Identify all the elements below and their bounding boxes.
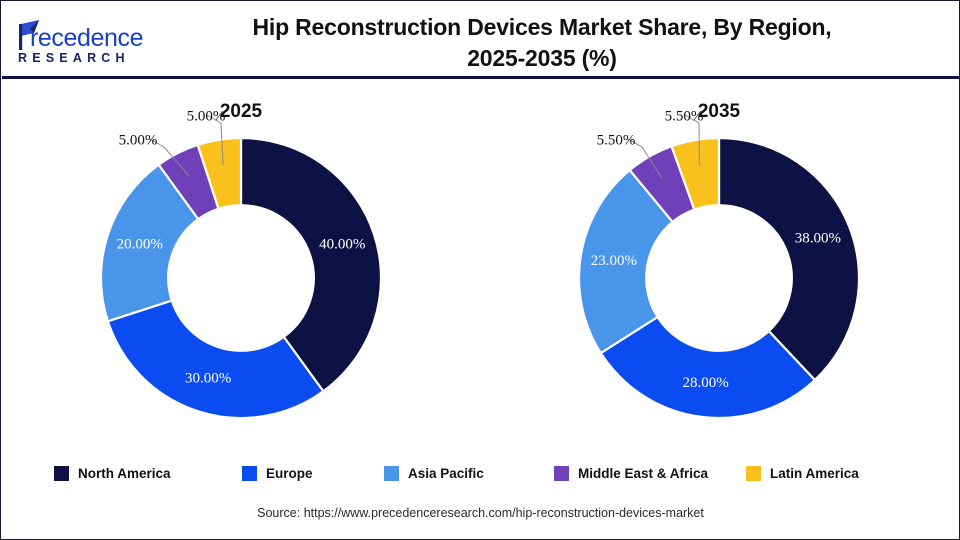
- legend-item[interactable]: Europe: [242, 465, 313, 481]
- donut-slice[interactable]: [239, 136, 383, 393]
- donut-slice[interactable]: [106, 299, 325, 420]
- slice-value-label: 40.00%: [319, 237, 365, 253]
- callout-leader-line: [684, 114, 700, 166]
- header: recedence RESEARCH Hip Reconstruction De…: [2, 2, 959, 79]
- logo-artwork: recedence RESEARCH: [18, 20, 144, 65]
- charts-container: 2025 40.00% 30.00% 20.00% 5.00% 5.00% 2035 3…: [2, 81, 959, 451]
- slice-callout-label: 5.00%: [187, 108, 226, 124]
- donut-slice[interactable]: [99, 163, 200, 323]
- callout-leader-line: [627, 138, 663, 179]
- legend-label: Latin America: [770, 465, 859, 481]
- legend-label: Asia Pacific: [408, 465, 484, 481]
- legend-item[interactable]: Asia Pacific: [384, 465, 484, 481]
- donut-slice[interactable]: [196, 136, 243, 211]
- legend-label: Europe: [266, 465, 313, 481]
- svg-text:RESEARCH: RESEARCH: [18, 51, 130, 65]
- title-line-2: 2025-2035 (%): [467, 45, 617, 71]
- legend-swatch-icon: [242, 465, 257, 481]
- legend-label: Middle East & Africa: [578, 465, 709, 481]
- donut-chart-2035: 2035 38.00% 28.00% 23.00% 5.50% 5.50%: [480, 81, 958, 451]
- source-text: Source: https://www.precedenceresearch.c…: [257, 506, 704, 520]
- donut-slice[interactable]: [599, 315, 817, 420]
- slice-value-label: 28.00%: [683, 375, 729, 391]
- chart-title-2025: 2025: [219, 101, 263, 122]
- legend-item[interactable]: North America: [54, 465, 171, 481]
- donut-slice[interactable]: [577, 168, 675, 355]
- legend-swatch-icon: [554, 465, 569, 481]
- legend-swatch-icon: [54, 465, 69, 481]
- donut-2035-graphic: 38.00% 28.00% 23.00% 5.50% 5.50%: [574, 99, 864, 423]
- legend-item[interactable]: Latin America: [746, 465, 859, 481]
- slice-callout-label: 5.00%: [119, 132, 158, 148]
- legend-item[interactable]: Middle East & Africa: [554, 465, 709, 481]
- callout-leader-line: [206, 114, 224, 166]
- slice-callout-label: 5.50%: [665, 108, 704, 124]
- slice-value-label: 23.00%: [591, 253, 637, 269]
- legend-label: North America: [78, 465, 171, 481]
- chart-title-2035: 2035: [697, 101, 741, 122]
- precedence-leaf-icon: [19, 20, 39, 50]
- slice-callout-label: 5.50%: [597, 132, 636, 148]
- precedence-research-logo: recedence RESEARCH: [12, 16, 172, 68]
- slice-value-label: 20.00%: [117, 237, 163, 253]
- page-title: Hip Reconstruction Devices Market Share,…: [192, 12, 892, 74]
- callout-leader-line: [149, 138, 190, 177]
- title-line-1: Hip Reconstruction Devices Market Share,…: [252, 14, 832, 40]
- donut-slice[interactable]: [717, 136, 861, 382]
- donut-2025-graphic: 40.00% 30.00% 20.00% 5.00% 5.00%: [96, 99, 386, 423]
- legend-swatch-icon: [384, 465, 399, 481]
- chart-legend: North America Europe Asia Pacific Middle Ea…: [2, 456, 959, 490]
- slice-value-label: 30.00%: [185, 371, 231, 387]
- donut-slice[interactable]: [670, 136, 721, 211]
- slice-value-label: 38.00%: [795, 230, 841, 246]
- legend-swatch-icon: [746, 465, 761, 481]
- svg-text:recedence: recedence: [30, 24, 143, 52]
- donut-chart-2025: 2025 40.00% 30.00% 20.00% 5.00% 5.00%: [2, 81, 480, 451]
